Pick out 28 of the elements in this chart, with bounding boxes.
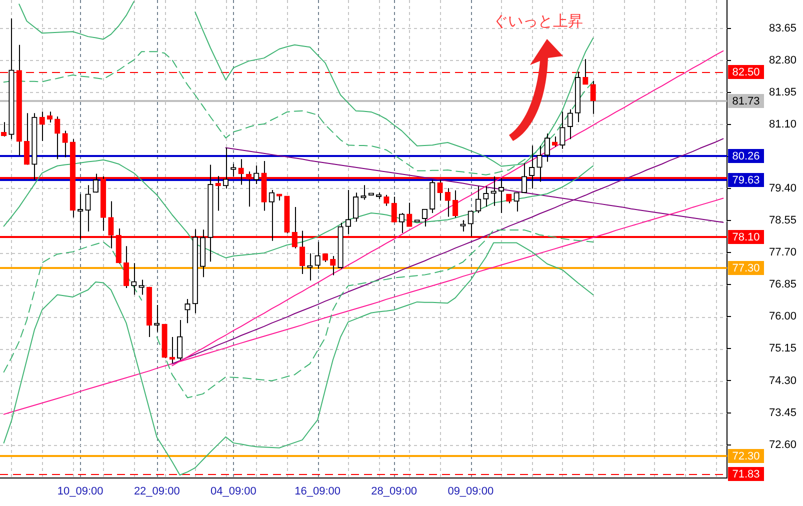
x-tick-label: 16_09:00 — [294, 486, 341, 498]
x-tick-label: 28_09:00 — [371, 486, 418, 498]
x-tick-label: 09_09:00 — [448, 486, 494, 498]
y-tick-label: 74.30 — [769, 374, 797, 387]
y-tick-label: 78.55 — [769, 214, 797, 227]
y-tick-label: 79.40 — [769, 182, 797, 195]
ref-line-label: 79.63 — [732, 174, 760, 187]
x-tick-label: 04_09:00 — [210, 486, 256, 498]
y-tick-label: 73.45 — [769, 406, 797, 419]
y-tick-label: 76.00 — [769, 310, 797, 323]
annotation: ぐいっと上昇 — [492, 12, 583, 30]
ref-line-label: 80.26 — [732, 150, 760, 163]
y-tick-label: 75.15 — [769, 342, 797, 355]
ref-line-label: 82.50 — [732, 66, 760, 79]
ref-line-label: 77.30 — [732, 262, 760, 275]
y-tick-label: 81.10 — [769, 118, 797, 130]
y-tick-label: 81.95 — [769, 86, 797, 98]
x-tick-label: 10_09:00 — [57, 486, 104, 498]
y-tick-label: 83.65 — [769, 22, 797, 34]
x-tick-label: 22_09:00 — [134, 486, 180, 498]
ref-line-label: 78.10 — [732, 232, 760, 244]
ref-line-label: 81.73 — [732, 96, 760, 108]
y-tick-label: 82.80 — [769, 54, 797, 66]
ref-line-label: 71.83 — [732, 468, 760, 481]
y-tick-label: 77.70 — [769, 246, 797, 259]
ref-line-label: 72.30 — [732, 450, 760, 463]
y-tick-label: 72.60 — [769, 438, 797, 451]
y-tick-label: 76.85 — [769, 278, 797, 291]
